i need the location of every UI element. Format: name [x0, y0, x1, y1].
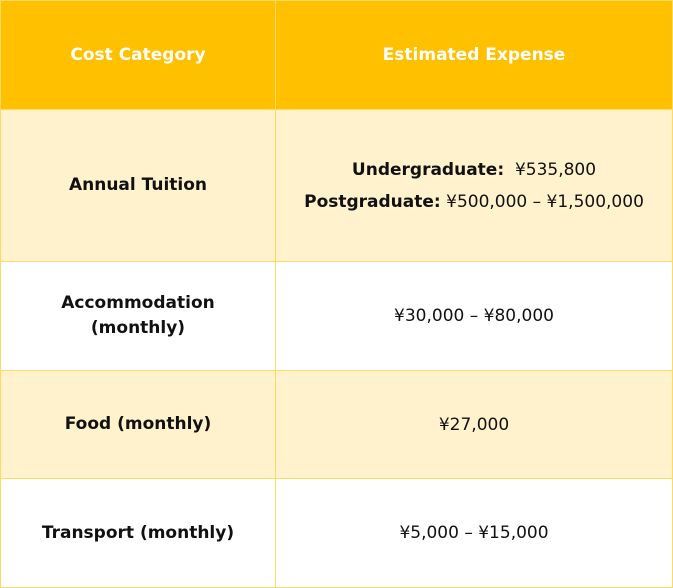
category-cell: Annual Tuition	[0, 109, 276, 262]
category-cell: Food (monthly)	[0, 370, 276, 479]
expense-value: ¥535,800	[514, 159, 597, 180]
table-row: Accommodation (monthly) ¥30,000 – ¥80,00…	[0, 261, 673, 371]
table-row: Annual Tuition Undergraduate: ¥535,800 P…	[0, 109, 673, 262]
postgraduate-line: Postgraduate: ¥500,000 – ¥1,500,000	[286, 192, 662, 212]
expense-label: Undergraduate:	[351, 159, 505, 180]
table-row: Transport (monthly) ¥5,000 – ¥15,000	[0, 478, 673, 588]
category-cell: Transport (monthly)	[0, 478, 276, 588]
header-cost-category: Cost Category	[0, 0, 276, 110]
table-row: Food (monthly) ¥27,000	[0, 370, 673, 479]
header-estimated-expense: Estimated Expense	[275, 0, 673, 110]
category-cell: Accommodation (monthly)	[0, 261, 276, 371]
header-row: Cost Category Estimated Expense	[0, 0, 673, 110]
expense-cell: ¥5,000 – ¥15,000	[275, 478, 673, 588]
expense-label: Postgraduate:	[304, 191, 441, 212]
expense-cell: ¥27,000	[275, 370, 673, 479]
expense-value: ¥500,000 – ¥1,500,000	[446, 191, 644, 212]
undergraduate-line: Undergraduate: ¥535,800	[286, 160, 662, 180]
expense-cell: ¥30,000 – ¥80,000	[275, 261, 673, 371]
expense-cell: Undergraduate: ¥535,800 Postgraduate: ¥5…	[275, 109, 673, 262]
